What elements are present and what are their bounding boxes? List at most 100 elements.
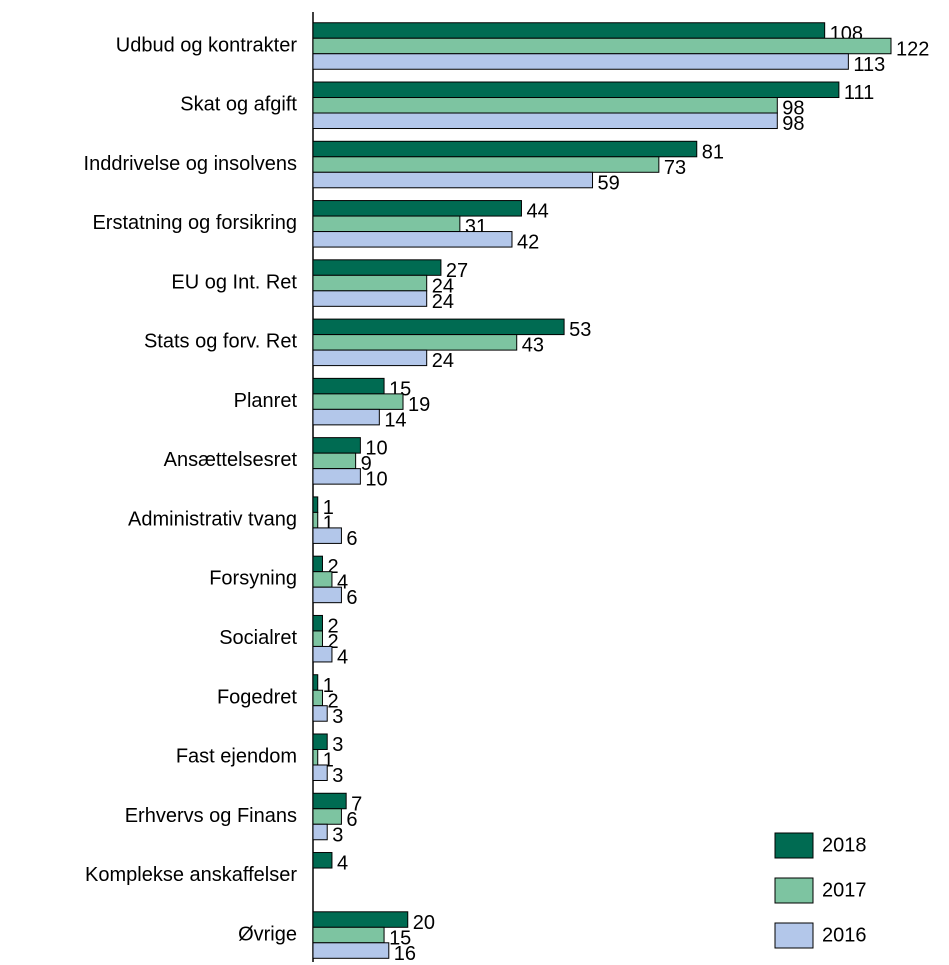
category-label: Forsyning: [209, 568, 297, 590]
bar: [312, 586, 342, 604]
bar: [312, 808, 342, 825]
value-label: 53: [569, 319, 591, 341]
value-label: 6: [346, 809, 357, 831]
bar: [312, 792, 347, 810]
bar: [312, 748, 319, 766]
value-label: 122: [896, 38, 929, 60]
bar: [312, 274, 428, 292]
legend-swatch: [774, 832, 814, 859]
category-label: Skat og afgift: [180, 94, 297, 116]
bar: [312, 334, 518, 351]
value-label: 4: [337, 646, 348, 668]
value-label: 1: [323, 750, 334, 772]
value-label: 15: [389, 927, 411, 949]
value-label: 1: [323, 497, 334, 519]
value-label: 113: [853, 54, 885, 76]
bar: [312, 852, 333, 869]
category-label: Komplekse anskaffelser: [85, 864, 297, 886]
bar: [312, 140, 698, 158]
bar: [312, 377, 385, 395]
bar: [312, 215, 461, 233]
bar: [312, 911, 409, 928]
bar: [312, 393, 404, 410]
value-label: 2: [327, 690, 338, 712]
value-label: 6: [346, 587, 357, 609]
value-label: 19: [408, 394, 430, 416]
bar: [312, 171, 594, 189]
value-label: 4: [337, 572, 348, 594]
value-label: 59: [598, 172, 620, 194]
bar: [312, 318, 565, 336]
category-label: Erhvervs og Finans: [125, 805, 297, 827]
bar: [312, 674, 319, 691]
category-label: Øvrige: [238, 923, 297, 945]
bar: [312, 527, 342, 544]
value-label: 98: [782, 113, 804, 135]
category-label: Inddrivelse og insolvens: [84, 153, 297, 175]
bar: [312, 468, 361, 485]
bar: [312, 231, 513, 248]
bar: [312, 764, 328, 781]
value-label: 3: [332, 824, 343, 846]
value-label: 1: [323, 675, 334, 697]
bar: [312, 926, 385, 944]
value-label: 10: [365, 469, 387, 491]
category-label: Socialret: [219, 627, 297, 649]
category-label: Ansættelsesret: [164, 449, 298, 471]
category-label: Fogedret: [217, 686, 297, 708]
bar: [312, 53, 849, 70]
bar: [312, 408, 380, 426]
value-label: 7: [351, 793, 362, 815]
bar: [312, 511, 319, 529]
value-label: 10: [365, 438, 387, 460]
category-label: Erstatning og forsikring: [92, 212, 297, 234]
bar: [312, 437, 361, 454]
bar: [312, 555, 323, 573]
value-label: 16: [394, 943, 416, 965]
value-label: 6: [346, 528, 357, 550]
value-label: 111: [844, 82, 874, 104]
category-label: Udbud og kontrakter: [116, 34, 298, 56]
bar: [312, 733, 328, 750]
bar: [312, 349, 428, 367]
value-label: 81: [702, 141, 724, 163]
bar: [312, 614, 323, 632]
bar: [312, 705, 328, 722]
bar: [312, 942, 390, 959]
bar: [312, 81, 840, 99]
value-label: 3: [332, 765, 343, 787]
category-label: Planret: [234, 390, 298, 412]
category-label: Stats og forv. Ret: [144, 331, 297, 353]
legend-label: 2018: [822, 834, 867, 856]
value-label: 2: [327, 631, 338, 653]
value-label: 3: [332, 734, 343, 756]
value-label: 24: [432, 350, 454, 372]
category-label: EU og Int. Ret: [171, 271, 297, 293]
bar: [312, 571, 333, 588]
category-label: Fast ejendom: [176, 746, 297, 768]
value-label: 2: [327, 615, 338, 637]
legend-swatch: [774, 877, 814, 904]
bar: [312, 97, 778, 114]
bar: [312, 452, 357, 470]
value-label: 9: [361, 453, 372, 475]
value-label: 24: [432, 275, 454, 297]
legend-label: 2016: [822, 924, 867, 946]
value-label: 98: [782, 98, 804, 120]
value-label: 42: [517, 232, 539, 254]
bar: [312, 37, 892, 55]
bar: [312, 112, 778, 130]
value-label: 24: [432, 291, 454, 313]
value-label: 44: [526, 201, 548, 223]
legend-swatch: [774, 922, 814, 949]
bar: [312, 290, 428, 307]
value-label: 4: [337, 853, 348, 875]
value-label: 2: [327, 556, 338, 578]
bar: [312, 200, 522, 217]
bar: [312, 156, 660, 173]
value-label: 14: [384, 409, 406, 431]
bar: [312, 496, 319, 513]
value-label: 27: [446, 260, 468, 282]
